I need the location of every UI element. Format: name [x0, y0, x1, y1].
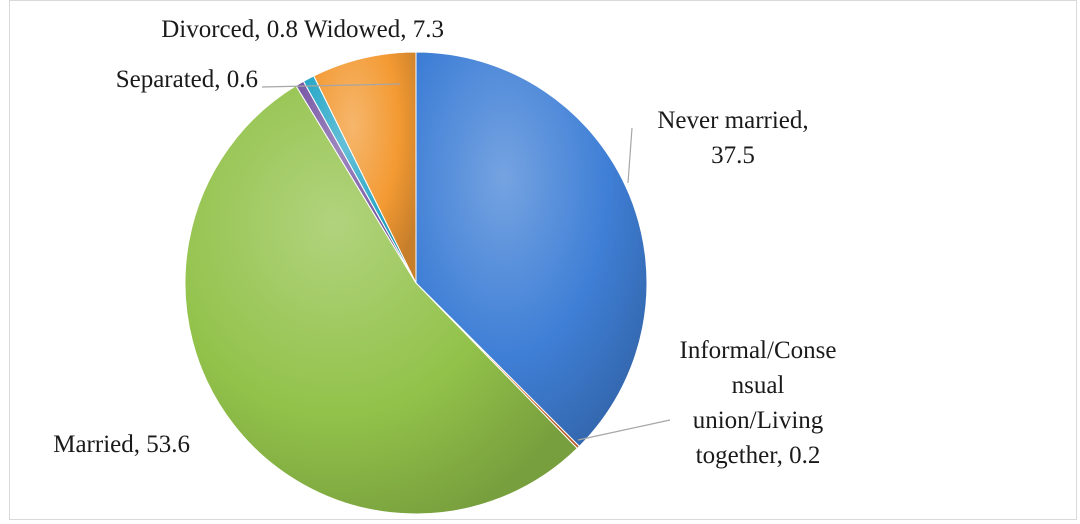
- leader-line-never-married: [627, 127, 633, 184]
- data-label-informal-consensual-union-living-together-line-4: together, 0.2: [696, 442, 821, 469]
- data-label-never-married-line-1: Never married,: [657, 107, 808, 134]
- data-label-divorced-line-1: Divorced, 0.8: [161, 16, 298, 43]
- leader-lines: [261, 83, 671, 441]
- data-label-informal-consensual-union-living-together-line-2: nsual: [732, 372, 785, 399]
- data-label-widowed-line-1: Widowed, 7.3: [304, 16, 444, 43]
- leader-line-separated: [261, 83, 401, 88]
- pie-slice-married: [184, 84, 578, 515]
- data-label-informal-consensual-union-living-together-line-3: union/Living: [693, 407, 824, 434]
- leader-line-informal-consensual-union-living-together: [577, 419, 671, 441]
- pie-slice-never-married: [415, 51, 648, 448]
- data-labels: Never married, 37.5 Informal/Conse nsual uni…: [53, 16, 836, 469]
- pie-slice-widowed: [313, 51, 417, 284]
- data-label-never-married-line-2: 37.5: [711, 142, 755, 169]
- data-label-separated-line-1: Separated, 0.6: [116, 66, 258, 93]
- data-label-informal-consensual-union-living-together-line-1: Informal/Conse: [680, 337, 837, 364]
- data-label-married-line-1: Married, 53.6: [53, 431, 190, 458]
- pie-slices: [184, 51, 648, 515]
